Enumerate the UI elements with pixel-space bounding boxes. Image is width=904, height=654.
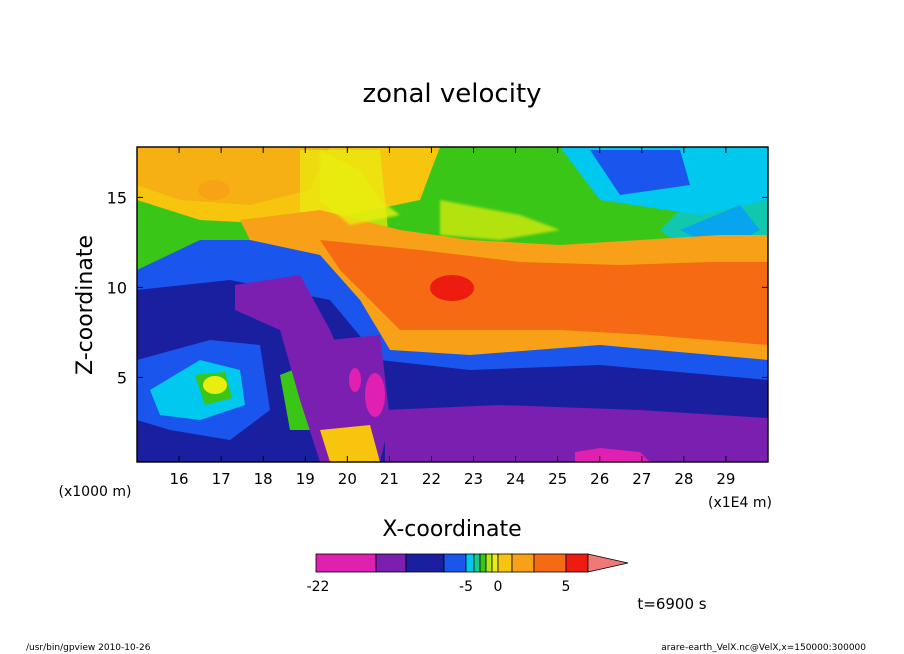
y-unit-label: (x1000 m) xyxy=(59,484,132,500)
chart-title: zonal velocity xyxy=(362,79,541,109)
x-tick-label: 20 xyxy=(338,470,357,488)
x-tick-label: 23 xyxy=(464,470,483,488)
y-tick-label: 15 xyxy=(107,188,127,207)
y-axis: 5 10 15 xyxy=(107,188,768,387)
x-tick-label: 27 xyxy=(632,470,651,488)
x-tick-label: 21 xyxy=(380,470,399,488)
colorbar xyxy=(315,553,629,573)
colorbar-tick-label: -5 xyxy=(459,579,473,595)
colorbar-tick-label: 5 xyxy=(562,579,571,595)
x-axis-label: X-coordinate xyxy=(382,517,521,542)
footer-right: arare-earth_VelX.nc@VelX,x=150000:300000 xyxy=(661,643,866,653)
colorbar-swatch xyxy=(443,553,467,573)
x-tick-label: 24 xyxy=(506,470,525,488)
colorbar-extend-arrow xyxy=(587,553,629,573)
footer-left: /usr/bin/gpview 2010-10-26 xyxy=(26,643,151,653)
colorbar-swatch xyxy=(465,553,475,573)
colorbar-tick-labels: -22 -5 0 5 xyxy=(307,579,571,595)
colorbar-swatch xyxy=(497,553,513,573)
colorbar-swatch xyxy=(375,553,407,573)
y-tick-label: 10 xyxy=(107,278,127,297)
colorbar-tick-label: 0 xyxy=(494,579,503,595)
colorbar-swatch xyxy=(485,553,493,573)
y-tick-label: 5 xyxy=(117,368,127,387)
x-axis: 16 17 18 19 20 21 22 23 24 25 26 27 28 29 xyxy=(170,147,735,488)
x-tick-label: 28 xyxy=(674,470,693,488)
x-tick-label: 25 xyxy=(548,470,567,488)
colorbar-swatch xyxy=(315,553,377,573)
colorbar-swatch xyxy=(565,553,589,573)
y-axis-label: Z-coordinate xyxy=(73,235,98,375)
colorbar-swatch xyxy=(491,553,499,573)
colorbar-swatch xyxy=(473,553,481,573)
colorbar-tick-label: -22 xyxy=(307,579,330,595)
colorbar-swatch xyxy=(405,553,445,573)
colorbar-swatch xyxy=(533,553,567,573)
plot-frame xyxy=(136,146,769,463)
x-tick-label: 17 xyxy=(212,470,231,488)
colorbar-swatch xyxy=(511,553,535,573)
x-unit-label: (x1E4 m) xyxy=(708,495,772,511)
x-tick-label: 29 xyxy=(716,470,735,488)
colorbar-swatch xyxy=(479,553,487,573)
x-tick-label: 19 xyxy=(296,470,315,488)
time-annotation: t=6900 s xyxy=(637,595,706,613)
heatmap-field xyxy=(137,147,768,462)
x-tick-label: 26 xyxy=(590,470,609,488)
x-tick-label: 18 xyxy=(254,470,273,488)
x-tick-label: 16 xyxy=(170,470,189,488)
x-tick-label: 22 xyxy=(422,470,441,488)
